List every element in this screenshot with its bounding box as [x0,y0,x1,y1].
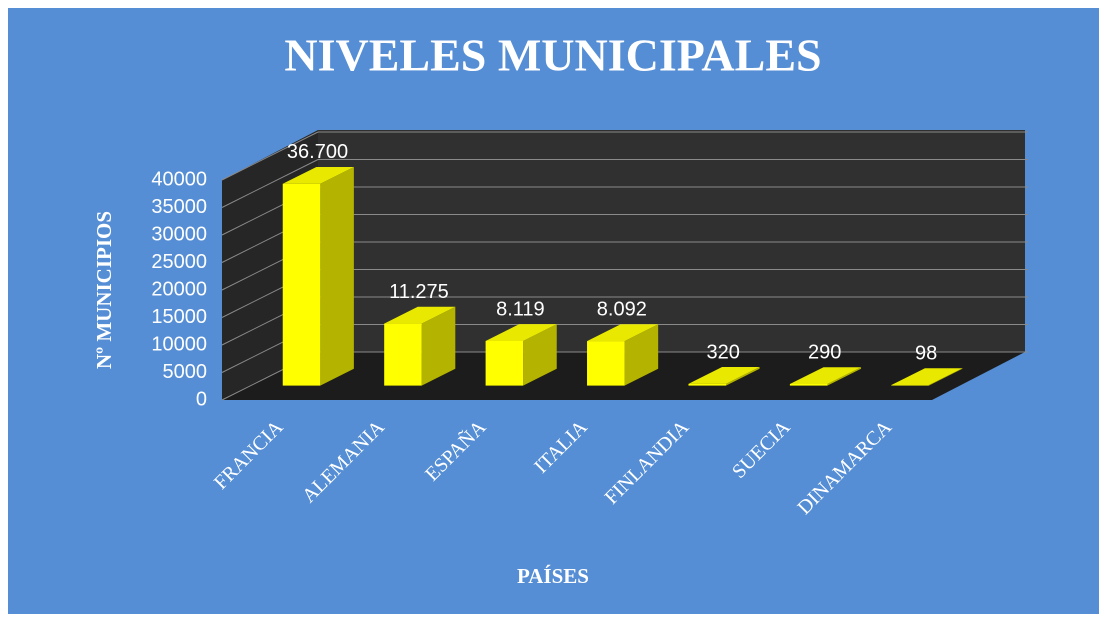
grid-line [221,131,1028,181]
bar [891,368,963,386]
bar-side [624,324,659,386]
value-label: 290 [808,341,841,363]
bar-top [789,367,862,385]
y-tick-label: 20000 [151,278,207,300]
bar-front [384,323,422,386]
bar-top [282,166,354,184]
x-axis-label: PAÍSES [517,564,589,588]
bar [789,367,862,386]
value-label: 8.119 [496,298,545,320]
y-tick-label: 35000 [151,196,207,218]
bar [688,367,760,386]
bar [282,166,354,386]
bar-front [282,183,321,386]
value-label: 98 [915,343,937,365]
bar-top [485,324,557,341]
y-tick-label: 25000 [151,251,207,273]
grid-line-side [221,159,319,208]
bar-front [587,341,625,386]
y-tick-label: 40000 [151,168,207,190]
bar-top [688,367,760,384]
bar-top [587,324,659,342]
bar-side [725,367,760,386]
bar [587,324,659,386]
bar-side [827,367,862,386]
bar-top [891,368,963,386]
bar-side [523,324,557,386]
value-label: 8.092 [597,299,647,321]
bar-front [789,384,828,386]
value-label: 11.275 [389,281,449,303]
bar-front [688,383,726,386]
y-tick-label: 15000 [151,306,207,328]
bar [384,306,456,386]
bar-side [928,368,963,386]
bar-side [421,306,456,386]
bar-front [485,340,524,386]
bar [485,324,557,386]
chart-title: NIVELES MUNICIPALES [284,30,821,81]
value-label: 36.700 [287,141,348,163]
bar-top [384,306,456,324]
y-tick-label: 0 [196,388,207,410]
bar-side [320,166,354,386]
y-tick-label: 30000 [151,223,207,245]
y-tick-label: 5000 [163,361,208,383]
y-axis-label: Nº MUNICIPIOS [92,211,116,369]
value-label: 320 [707,341,740,363]
y-tick-label: 10000 [151,333,207,355]
grid-line [221,159,1028,208]
bar-front [891,385,929,386]
grid-line-side [221,131,319,181]
